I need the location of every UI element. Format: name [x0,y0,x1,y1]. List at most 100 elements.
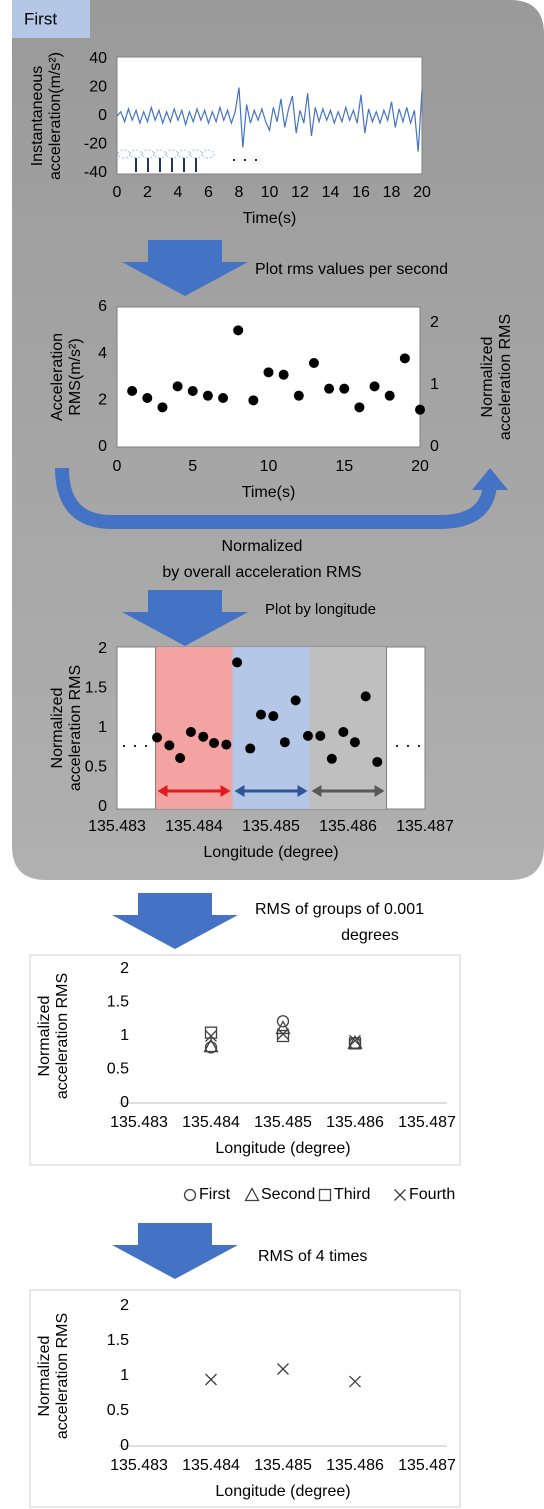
point [164,740,175,751]
point [248,395,259,406]
y-tick-label: 1 [120,1367,129,1384]
x-tick-label: 0 [113,458,122,475]
point [326,753,337,764]
point [347,1034,363,1049]
y-tick-label: 1.5 [107,994,129,1011]
step-text: RMS of 4 times [258,1248,367,1265]
point [369,381,380,392]
group-band [309,647,387,809]
chart-frame [29,1289,461,1508]
y-axis-label: Acceleration [49,333,66,421]
point [202,390,213,401]
y-axis-label: acceleration RMS [54,1313,71,1439]
x-tick-label: 14 [322,184,340,201]
point [127,386,138,396]
x-tick-label: 135.487 [398,1114,456,1131]
x-tick-label: 0 [113,184,122,201]
point [203,1038,219,1053]
point [185,726,196,737]
point [157,402,168,413]
point [218,393,229,403]
point [221,739,232,750]
flow-arrow [112,893,238,949]
legend-marker [244,1187,260,1202]
y-tick-label: 0 [98,798,107,815]
signal-line [116,87,423,152]
y-tick-label: 2 [98,392,107,409]
x-tick-label: 135.486 [319,818,377,835]
y-axis-label: acceleration RMS [54,973,71,1099]
normalize-arrow [55,467,497,529]
x-tick-label: 135.485 [242,818,300,835]
point [349,737,360,748]
step-text: by overall acceleration RMS [162,564,361,581]
y-tick-label: 2 [120,1297,129,1314]
point [187,386,198,396]
x-tick-label: 2 [143,184,152,201]
point [233,325,244,336]
x-tick-label: 135.485 [254,1114,312,1131]
flow-arrow [112,1223,238,1279]
group-arrow-head [157,785,168,797]
annotation: · · · [121,735,149,755]
point [232,657,243,668]
x-axis-label: Time(s) [242,484,296,501]
point [205,1030,217,1042]
x-tick-label: 135.483 [110,1457,168,1474]
x-axis-label: Time(s) [243,210,297,227]
x-tick-label: 15 [335,458,353,475]
point [349,1034,361,1047]
point [276,1015,290,1028]
point [348,1037,362,1050]
point [263,367,274,378]
point [204,1026,218,1039]
x-axis-label: Longitude (degree) [215,1483,350,1500]
step-text: Plot by longitude [265,601,376,618]
legend-label: Second [261,1186,315,1203]
y2-axis-label: Normalized [479,337,496,418]
point [384,390,395,401]
point [399,353,410,364]
group-arrow-head [297,785,308,797]
point [172,381,183,392]
x-tick-label: 6 [204,184,213,201]
y-tick-label: 20 [89,79,107,96]
y-axis-label: Normalized [36,996,53,1077]
x-tick-label: 16 [352,184,370,201]
x-tick-label: 135.484 [165,818,223,835]
y2-tick-label: 2 [430,314,439,331]
point [209,738,220,749]
y-tick-label: 0 [98,438,107,455]
plot-area [116,56,423,175]
flow-arrow [122,590,248,646]
y-tick-label: 0 [120,1437,129,1454]
x-tick-label: 135.483 [110,1114,168,1131]
y-tick-label: 1.5 [85,680,107,697]
point [372,756,383,767]
point [152,732,163,743]
group-arrow-head [234,785,245,797]
point [268,711,279,722]
x-tick-label: 10 [261,184,279,201]
x-tick-label: 12 [291,184,309,201]
y-tick-label: 1.5 [107,1332,129,1349]
group-band [232,647,310,809]
y2-tick-label: 0 [430,438,439,455]
point [276,1029,290,1043]
group-arrow-head [374,785,385,797]
point [349,1375,361,1388]
y-axis-label: acceleration(m/s²) [47,52,64,180]
point [324,383,335,394]
x-tick-label: 8 [235,184,244,201]
x-tick-label: 20 [413,184,431,201]
point [198,731,209,742]
point [415,404,425,415]
panel-label: First [24,9,57,28]
step-text: RMS of groups of 0.001 [255,901,424,918]
y2-tick-label: 1 [430,376,439,393]
y-tick-label: 0.5 [85,759,107,776]
point [278,369,289,380]
y-axis-label: Normalized [36,1336,53,1417]
